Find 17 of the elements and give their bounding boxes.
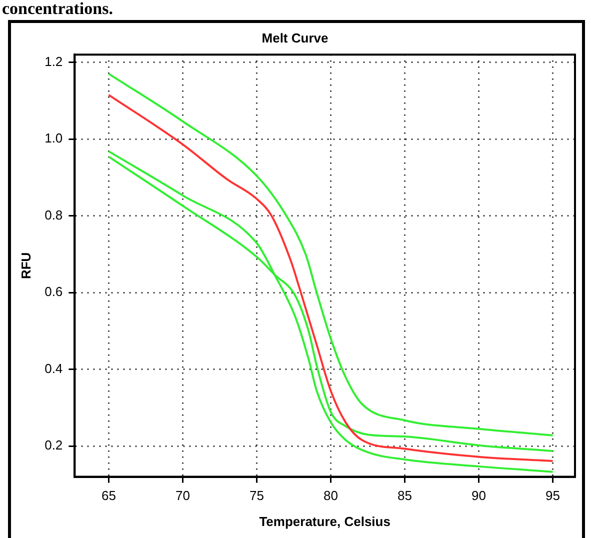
x-tick-label: 85 [398, 488, 412, 504]
x-tick-label: 65 [101, 488, 116, 504]
y-tick-label: 0.6 [44, 284, 63, 300]
x-tick-label: 75 [250, 488, 264, 504]
x-tick-label: 90 [472, 488, 486, 504]
x-tick-label: 70 [175, 488, 190, 504]
y-tick-label: 0.2 [44, 438, 63, 453]
y-axis-title: RFU [18, 252, 34, 280]
y-tick-label: 0.4 [44, 360, 63, 376]
x-tick-label: 95 [546, 488, 560, 504]
x-tick-label: 80 [324, 488, 338, 504]
y-tick-label: 1.2 [44, 54, 63, 69]
y-tick-label: 0.8 [44, 207, 63, 222]
x-axis-title: Temperature, Celsius [259, 514, 390, 529]
chart-title: Melt Curve [262, 30, 328, 46]
y-tick-label: 1.0 [44, 130, 63, 146]
text: concentrations. [2, 0, 113, 18]
